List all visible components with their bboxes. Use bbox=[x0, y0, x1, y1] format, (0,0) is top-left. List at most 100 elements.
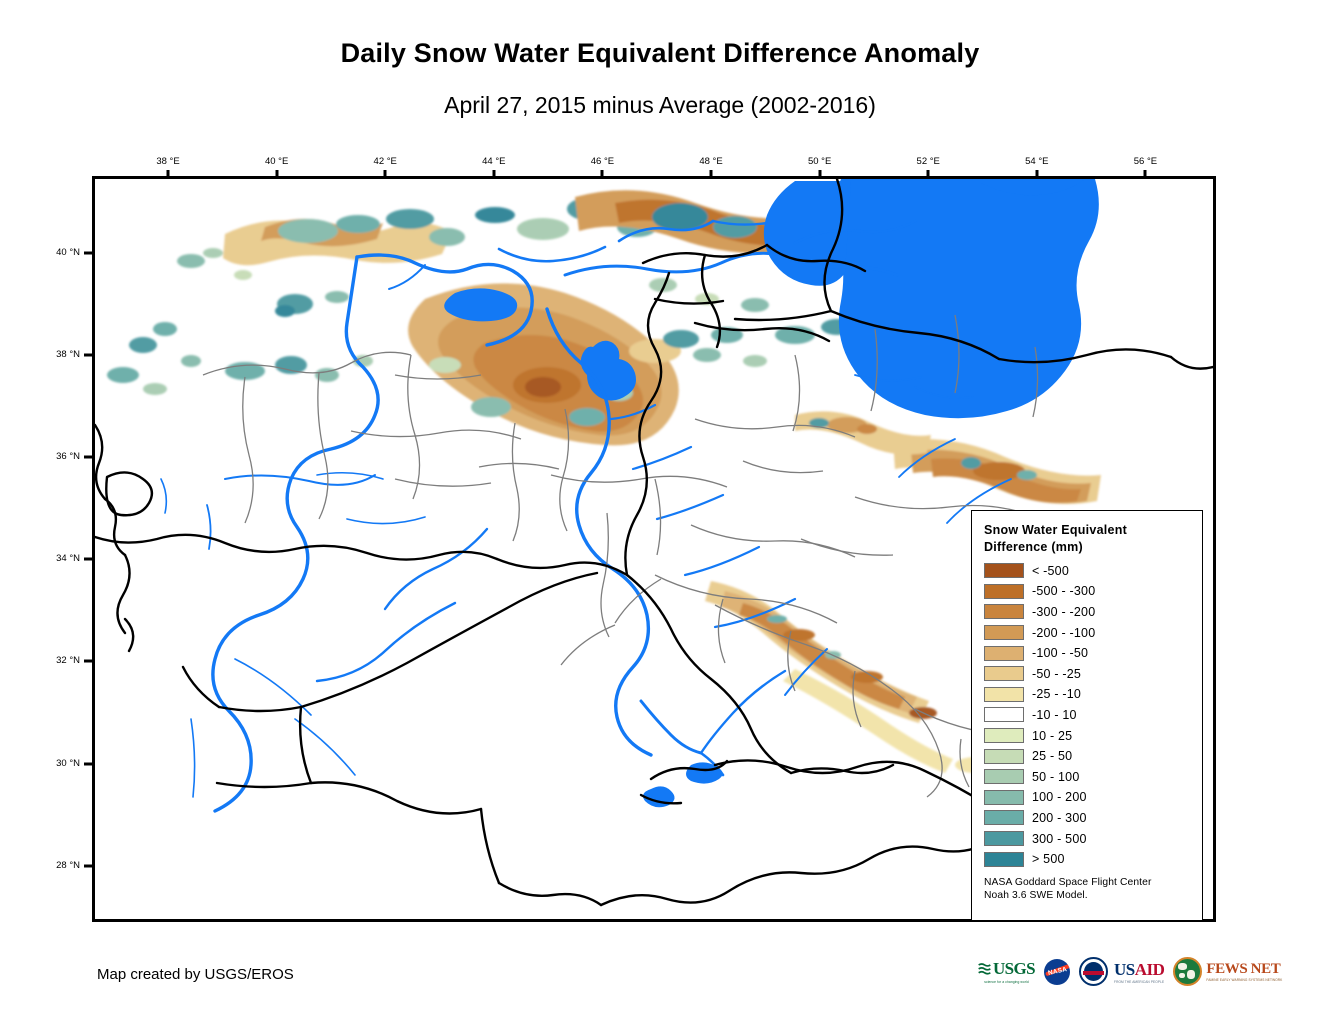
lat-tick-mark bbox=[84, 455, 92, 459]
lon-tick-mark bbox=[1143, 170, 1147, 178]
legend-label: -50 - -25 bbox=[1032, 666, 1082, 681]
legend-label: -200 - -100 bbox=[1032, 625, 1096, 640]
legend-row: -200 - -100 bbox=[984, 622, 1192, 643]
lon-tick-mark bbox=[709, 170, 713, 178]
lat-tick-label: 28 °N bbox=[56, 859, 80, 871]
legend-swatch bbox=[984, 748, 1024, 764]
legend-row: 50 - 100 bbox=[984, 766, 1192, 787]
legend-label: -10 - 10 bbox=[1032, 707, 1077, 722]
lon-tick-mark bbox=[492, 170, 496, 178]
legend-label: -25 - -10 bbox=[1032, 687, 1082, 702]
map-canvas[interactable] bbox=[95, 179, 1213, 919]
lat-tick-label: 36 °N bbox=[56, 451, 80, 463]
lon-tick-mark bbox=[383, 170, 387, 178]
lat-tick-mark bbox=[84, 353, 92, 357]
lat-tick-label: 40 °N bbox=[56, 246, 80, 258]
legend-swatch bbox=[984, 666, 1024, 682]
legend-label: 25 - 50 bbox=[1032, 749, 1073, 764]
lat-tick-mark bbox=[84, 251, 92, 255]
rivers bbox=[160, 219, 1012, 813]
lon-tick-label: 50 °E bbox=[807, 156, 832, 167]
lon-tick-label: 56 °E bbox=[1133, 156, 1158, 167]
legend-label: -100 - -50 bbox=[1032, 646, 1089, 661]
map-frame[interactable] bbox=[92, 176, 1216, 922]
lon-tick-label: 54 °E bbox=[1025, 156, 1049, 167]
map-credit: Map created by USGS/EROS bbox=[97, 966, 294, 983]
legend-row: -10 - 10 bbox=[984, 705, 1192, 726]
legend-label: 200 - 300 bbox=[1032, 810, 1087, 825]
nasa-logo: NASA bbox=[1044, 958, 1071, 985]
usaid-tagline: FROM THE AMERICAN PEOPLE bbox=[1114, 979, 1165, 984]
lon-tick-label: 48 °E bbox=[699, 156, 723, 167]
lon-tick-label: 40 °E bbox=[264, 156, 289, 167]
fews-globe-icon bbox=[1173, 957, 1203, 986]
legend-row: 200 - 300 bbox=[984, 808, 1192, 829]
legend-row: -500 - -300 bbox=[984, 581, 1192, 602]
lon-tick-label: 46 °E bbox=[590, 156, 615, 167]
lon-tick-mark bbox=[1035, 170, 1039, 178]
legend-source: NASA Goddard Space Flight Center Noah 3.… bbox=[984, 876, 1192, 902]
lon-tick-label: 52 °E bbox=[916, 156, 940, 167]
usaid-logo: USAID FROM THE AMERICAN PEOPLE bbox=[1079, 957, 1165, 986]
lon-tick-label: 44 °E bbox=[482, 156, 506, 167]
legend-title-line2: Difference (mm) bbox=[984, 539, 1083, 554]
legend-swatch bbox=[984, 625, 1024, 641]
legend-source-line2: Noah 3.6 SWE Model. bbox=[984, 890, 1088, 902]
lon-tick-mark bbox=[275, 170, 279, 178]
legend-swatch bbox=[984, 604, 1024, 620]
legend-label: -300 - -200 bbox=[1032, 604, 1096, 619]
legend-swatch bbox=[984, 851, 1024, 867]
page-title: Daily Snow Water Equivalent Difference A… bbox=[340, 38, 980, 68]
usgs-wordmark: USGS bbox=[993, 959, 1036, 978]
legend-swatch bbox=[984, 707, 1024, 723]
lat-tick-mark bbox=[84, 557, 92, 561]
fews-net-tagline: FAMINE EARLY WARNING SYSTEMS NETWORK bbox=[1206, 978, 1283, 982]
legend-row: 25 - 50 bbox=[984, 746, 1192, 767]
legend-label: 10 - 25 bbox=[1032, 728, 1073, 743]
map-graphic bbox=[95, 179, 1213, 919]
fews-net-wordmark: FEWS NET bbox=[1206, 961, 1281, 977]
legend-row: > 500 bbox=[984, 849, 1192, 870]
lon-tick-label: 42 °E bbox=[373, 156, 397, 167]
usgs-logo: USGS science for a changing world bbox=[978, 959, 1036, 984]
lat-tick-label: 38 °N bbox=[56, 348, 80, 360]
legend-row: 100 - 200 bbox=[984, 787, 1192, 808]
legend-swatch bbox=[984, 686, 1024, 702]
usgs-tagline: science for a changing world bbox=[984, 980, 1029, 984]
usaid-wordmark-us: US bbox=[1114, 959, 1135, 979]
logo-strip: USGS science for a changing world NASA U… bbox=[978, 957, 1282, 986]
lat-tick-mark bbox=[84, 864, 92, 868]
legend-swatch bbox=[984, 789, 1024, 805]
legend-label: > 500 bbox=[1032, 852, 1065, 867]
usaid-seal-icon bbox=[1079, 957, 1109, 986]
legend-row: -25 - -10 bbox=[984, 684, 1192, 705]
legend-swatch bbox=[984, 563, 1024, 579]
legend-row: -100 - -50 bbox=[984, 643, 1192, 664]
map-legend[interactable]: Snow Water Equivalent Difference (mm) < … bbox=[971, 510, 1203, 921]
legend-row: < -500 bbox=[984, 561, 1192, 582]
legend-swatch bbox=[984, 645, 1024, 661]
legend-row: 300 - 500 bbox=[984, 828, 1192, 849]
lon-tick-mark bbox=[926, 170, 930, 178]
legend-title-line1: Snow Water Equivalent bbox=[984, 523, 1128, 537]
legend-swatch bbox=[984, 583, 1024, 599]
legend-label: < -500 bbox=[1032, 563, 1069, 578]
lon-tick-mark bbox=[600, 170, 604, 178]
legend-row: 10 - 25 bbox=[984, 725, 1192, 746]
page-subtitle: April 27, 2015 minus Average (2002-2016) bbox=[444, 92, 876, 118]
lat-tick-mark bbox=[84, 762, 92, 766]
usaid-wordmark-aid: AID bbox=[1134, 959, 1165, 979]
lat-tick-mark bbox=[84, 659, 92, 663]
legend-row: -50 - -25 bbox=[984, 663, 1192, 684]
lat-tick-label: 34 °N bbox=[56, 553, 80, 565]
lat-tick-label: 32 °N bbox=[56, 655, 80, 667]
legend-label: 100 - 200 bbox=[1032, 790, 1087, 805]
legend-row: -300 - -200 bbox=[984, 602, 1192, 623]
legend-label: 50 - 100 bbox=[1032, 769, 1080, 784]
nasa-meatball-icon: NASA bbox=[1044, 958, 1071, 985]
legend-swatch bbox=[984, 831, 1024, 847]
legend-items: < -500 -500 - -300 -300 - -200 -200 - -100 -… bbox=[984, 561, 1192, 870]
legend-label: 300 - 500 bbox=[1032, 831, 1087, 846]
lon-tick-label: 38 °E bbox=[156, 156, 180, 167]
nasa-wordmark: NASA bbox=[1047, 965, 1068, 977]
